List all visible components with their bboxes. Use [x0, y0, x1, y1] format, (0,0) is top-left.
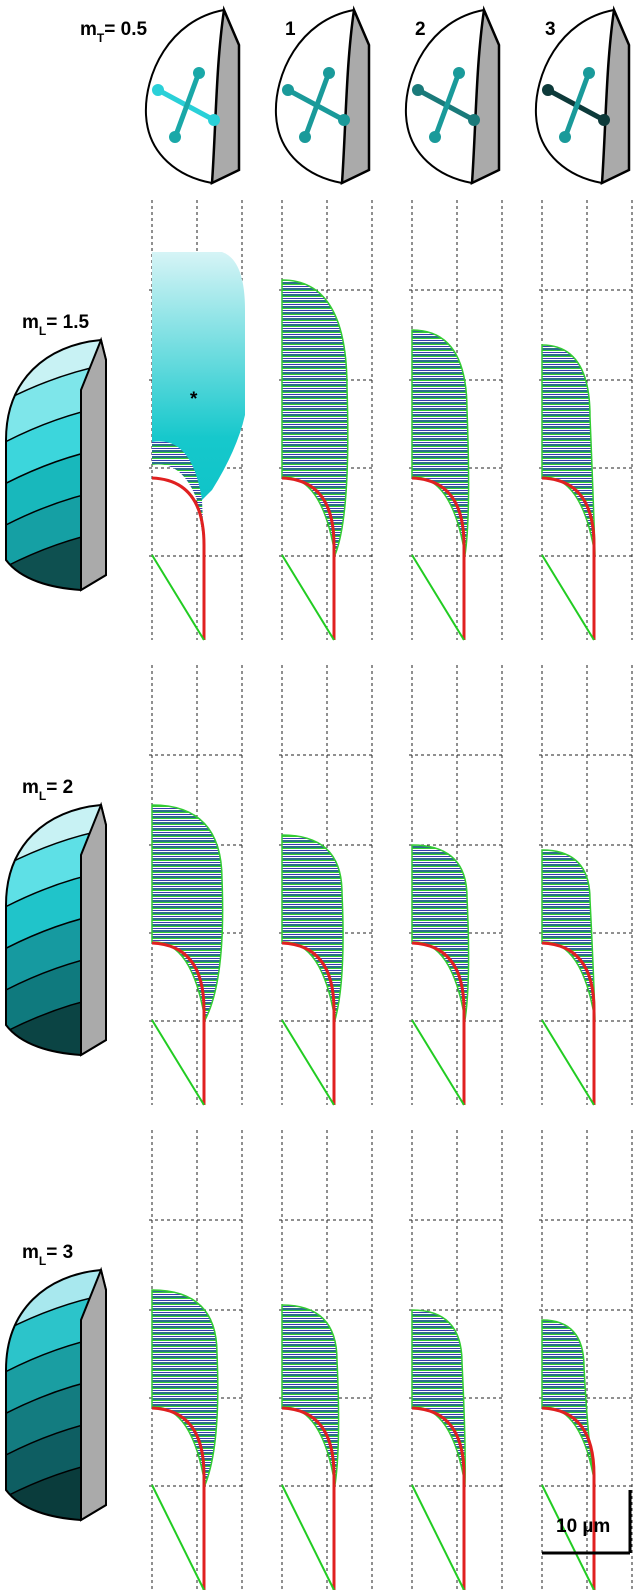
page: {"header":{"columns":[{"symbol":"m","sub… [0, 0, 638, 1590]
arrow-head [598, 114, 610, 126]
arrow-head [282, 84, 294, 96]
arrow-head [468, 114, 480, 126]
tip-profile [282, 478, 334, 640]
contour-stack [412, 1310, 465, 1485]
tip-profile [412, 943, 464, 1105]
column-label: 2 [415, 19, 426, 40]
tip-profile [542, 478, 594, 640]
arrow-head [323, 67, 335, 79]
arrow-head [338, 114, 350, 126]
row-label: mL= 2 [22, 777, 73, 803]
scale-bar-label: 10 µm [556, 1516, 610, 1537]
diagonal [412, 1020, 464, 1105]
contour-stack [152, 805, 223, 1020]
arrow-head [152, 84, 164, 96]
diagonal [412, 1485, 464, 1590]
contour-stack [282, 280, 348, 555]
contour-stack [152, 1290, 218, 1485]
label-value: = 3 [46, 1242, 73, 1263]
arrow-head [453, 67, 465, 79]
diagonal [412, 555, 464, 640]
arrow-head [299, 131, 311, 143]
diagonal [282, 555, 334, 640]
tip-profile [412, 478, 464, 640]
diagonal [152, 555, 204, 640]
diagonal [152, 1020, 204, 1105]
tip-profile [282, 943, 334, 1105]
arrow-head [412, 84, 424, 96]
arrow-head [208, 114, 220, 126]
label-subscript: L [39, 1254, 46, 1268]
label-value: = 0.5 [104, 19, 147, 40]
diagonal [542, 555, 594, 640]
annotation: * [190, 389, 198, 410]
diagonal [152, 1485, 204, 1590]
column-label: mT= 0.5 [80, 19, 147, 45]
label-symbol: m [22, 777, 39, 798]
column-label: 3 [545, 19, 556, 40]
arrow-head [583, 67, 595, 79]
tip-profile [152, 478, 204, 640]
label-value: = 2 [46, 777, 73, 798]
diagonal [542, 1485, 594, 1590]
row-label: mL= 3 [22, 1242, 73, 1268]
diagonal [542, 1020, 594, 1105]
contour-stack [412, 845, 469, 1020]
contour-stack [282, 1305, 339, 1485]
diagonal [282, 1020, 334, 1105]
contour-stack [412, 330, 469, 555]
label-subscript: L [39, 789, 46, 803]
tip-profile [542, 943, 594, 1105]
column-label: 1 [285, 19, 296, 40]
label-symbol: m [22, 1242, 39, 1263]
arrow-head [542, 84, 554, 96]
label-subscript: L [39, 324, 46, 338]
figure: mT= 0.5123*mL= 1.5mL= 2mL= 310 µm [0, 0, 638, 1590]
arrow-head [193, 67, 205, 79]
label-value: = 1.5 [46, 312, 89, 333]
arrow-head [429, 131, 441, 143]
row-label: mL= 1.5 [22, 312, 89, 338]
diagonal [282, 1485, 334, 1590]
tip-profile [152, 943, 204, 1105]
label-symbol: m [80, 19, 97, 40]
arrow-head [169, 131, 181, 143]
label-symbol: m [22, 312, 39, 333]
arrow-head [559, 131, 571, 143]
